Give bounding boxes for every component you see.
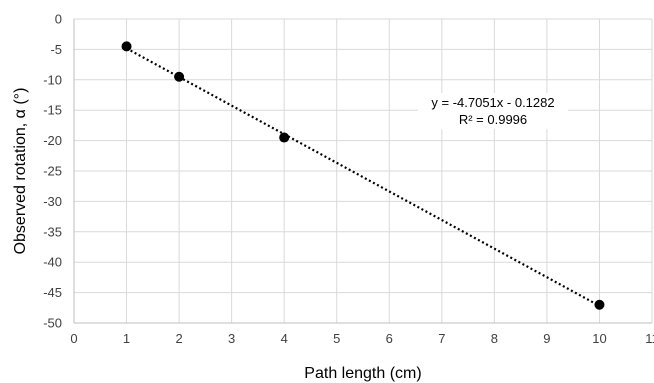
- x-tick-label-11: 11: [645, 331, 654, 346]
- y-tick-label-0: 0: [55, 12, 62, 27]
- x-axis-title: Path length (cm): [304, 365, 421, 382]
- x-tick-label-0: 0: [70, 331, 77, 346]
- x-tick-labels: 0 1 2 3 4 5 6 7 8 9 10 11: [70, 331, 654, 346]
- y-tick-label-3: -15: [43, 103, 62, 118]
- grid-lines: [74, 18, 653, 323]
- x-tick-label-5: 5: [333, 331, 340, 346]
- data-point-0-2: [279, 132, 290, 143]
- y-tick-label-5: -25: [43, 164, 62, 179]
- x-tick-label-6: 6: [386, 331, 393, 346]
- y-tick-label-9: -45: [43, 285, 62, 300]
- y-tick-label-4: -20: [43, 133, 62, 148]
- equation-background: [418, 93, 568, 129]
- x-tick-label-3: 3: [228, 331, 235, 346]
- y-tick-label-7: -35: [43, 224, 62, 239]
- data-point-0-3: [594, 299, 605, 310]
- trendline-equation: y = -4.7051x - 0.1282: [431, 95, 554, 110]
- y-tick-label-1: -5: [50, 42, 62, 57]
- x-tick-label-2: 2: [175, 331, 182, 346]
- y-tick-label-10: -50: [43, 316, 62, 331]
- x-tick-label-7: 7: [438, 331, 445, 346]
- axes: [73, 19, 652, 324]
- x-tick-label-4: 4: [281, 331, 288, 346]
- data-point-0-1: [174, 71, 185, 82]
- x-tick-label-8: 8: [491, 331, 498, 346]
- y-axis-title: Observed rotation, α (°): [12, 88, 29, 255]
- y-tick-label-8: -40: [43, 255, 62, 270]
- data-point-0-0: [121, 41, 132, 52]
- x-tick-label-9: 9: [543, 331, 550, 346]
- trendline-equation-box: y = -4.7051x - 0.1282 R² = 0.9996: [418, 93, 568, 129]
- x-tick-label-10: 10: [592, 331, 606, 346]
- y-tick-label-6: -30: [43, 194, 62, 209]
- x-tick-label-1: 1: [123, 331, 130, 346]
- trendline-r-squared: R² = 0.9996: [459, 112, 527, 127]
- trendline: [126, 47, 600, 307]
- y-tick-label-2: -10: [43, 72, 62, 87]
- trendline-group: [126, 47, 600, 307]
- data-points: [121, 41, 605, 310]
- y-tick-labels: 0 -5 -10 -15 -20 -25 -30 -35 -40 -45 -50: [43, 12, 62, 331]
